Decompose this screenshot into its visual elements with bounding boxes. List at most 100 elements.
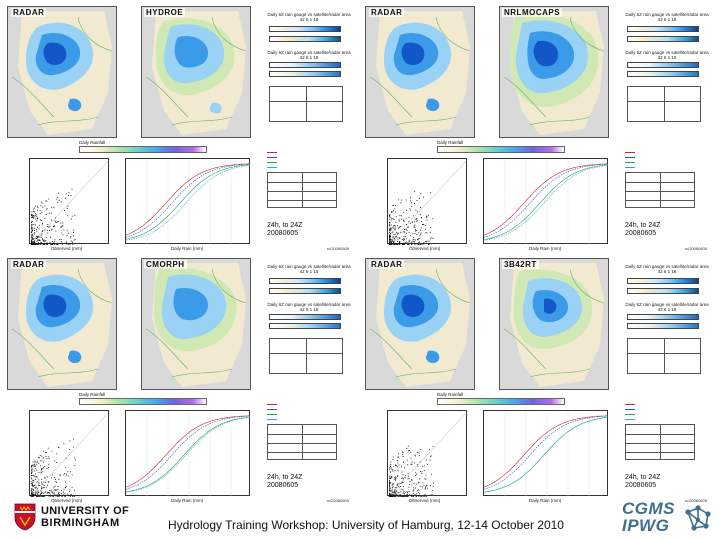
scatter-point: [410, 494, 412, 496]
scatter-point: [419, 495, 421, 497]
scatter-point: [31, 473, 32, 475]
scatter-point: [41, 224, 43, 226]
scatter-point: [40, 471, 42, 473]
scatter-point: [393, 225, 394, 227]
scatter-point: [414, 455, 416, 457]
scatter-point: [33, 224, 35, 225]
scatter-point: [39, 236, 41, 238]
scatter-point: [46, 200, 48, 202]
scatter-point: [400, 483, 402, 484]
scatter-point: [36, 461, 38, 463]
scatter-point: [431, 490, 433, 491]
scatter-point: [394, 487, 396, 488]
scatter-point: [31, 464, 33, 466]
scatter-point: [428, 215, 429, 217]
scatter-point: [70, 240, 72, 242]
scatter-point: [54, 239, 56, 241]
scatter-point: [405, 495, 407, 497]
scatter-point: [65, 467, 67, 469]
scatter-point: [392, 492, 394, 494]
daily-rain-bar-title: Daily Rainfall: [79, 392, 106, 397]
scatter-point: [54, 217, 56, 219]
scatter-point: [43, 495, 45, 497]
scatter-point: [46, 209, 47, 211]
scatter-point: [32, 492, 33, 494]
scatter-point: [389, 486, 390, 488]
scatter-point: [72, 241, 73, 243]
scatter-point: [421, 471, 423, 473]
scatter-point: [31, 485, 33, 487]
scatter-point: [72, 243, 73, 245]
scatter-point: [431, 237, 433, 239]
scatter-point: [414, 462, 416, 464]
scatter-point: [393, 493, 395, 495]
scatter-point: [32, 491, 34, 493]
scatter-point: [390, 495, 392, 497]
scatter-point: [402, 482, 404, 483]
scatter-point: [66, 486, 68, 488]
scatter-point: [391, 211, 392, 213]
scatter-point: [396, 484, 398, 485]
scatter-point: [31, 490, 32, 491]
scatter-point: [393, 241, 395, 242]
scatter-point: [31, 492, 32, 493]
scatter-point: [398, 492, 400, 494]
scatter-point: [392, 456, 394, 458]
satellite-map-image: [500, 259, 608, 389]
scatter-point: [401, 471, 403, 473]
scatter-point: [39, 460, 41, 462]
scatter-point: [408, 450, 410, 452]
scatter-point: [418, 489, 420, 491]
scatter-point: [411, 484, 413, 486]
scatter-point: [407, 445, 409, 447]
cdf-curve: [484, 415, 609, 490]
scatter-point: [401, 218, 403, 220]
scatter-point: [46, 468, 48, 470]
scatter-point: [397, 456, 399, 458]
scatter-point: [62, 491, 64, 493]
scatter-point: [390, 230, 392, 232]
scatter-point: [34, 470, 36, 472]
scatter-point: [59, 474, 61, 476]
scatter-point: [36, 229, 38, 231]
scatter-point: [36, 243, 38, 245]
scatter-point: [402, 219, 404, 221]
crest-icon: [14, 503, 36, 531]
scatter-point: [54, 225, 55, 227]
scatter-point: [50, 477, 52, 479]
colorbar-rain-a: [627, 26, 699, 32]
scatter-point: [399, 487, 401, 489]
scatter-point: [40, 491, 42, 493]
scatter-point: [396, 237, 398, 239]
scatter-point: [390, 464, 392, 466]
daily-rain-bar-title: Daily Rainfall: [79, 140, 106, 145]
scatter-point: [407, 496, 409, 497]
scatter-point: [389, 478, 391, 479]
scatter-point: [398, 243, 400, 245]
scatter-point: [403, 495, 405, 497]
scatter-point: [409, 208, 411, 210]
scatter-point: [422, 224, 423, 225]
scatter-point: [43, 457, 45, 459]
scatter-point: [32, 229, 33, 231]
scatter-point: [35, 491, 37, 493]
satellite-map: 3B42RT: [499, 258, 609, 390]
radar-map: RADAR: [7, 6, 117, 138]
scatter-point: [420, 193, 422, 195]
scatter-point: [69, 489, 71, 491]
colorbar-rain-a: [269, 26, 341, 32]
satellite-map-image: [142, 7, 250, 137]
scatter-point: [41, 242, 42, 244]
curve-legend: [625, 402, 677, 424]
scatter-point: [32, 239, 34, 241]
scatter-point: [47, 243, 49, 245]
scatter-point: [49, 225, 51, 227]
scatter-point: [389, 240, 391, 241]
scatter-point: [404, 476, 406, 478]
scatter-point: [56, 453, 58, 455]
scatter-point: [54, 489, 56, 491]
scatter-point: [54, 243, 56, 245]
period-label: 24h, to 24Z 20080605: [625, 222, 660, 238]
scatter-point: [407, 464, 409, 466]
scatter-point: [416, 495, 418, 496]
